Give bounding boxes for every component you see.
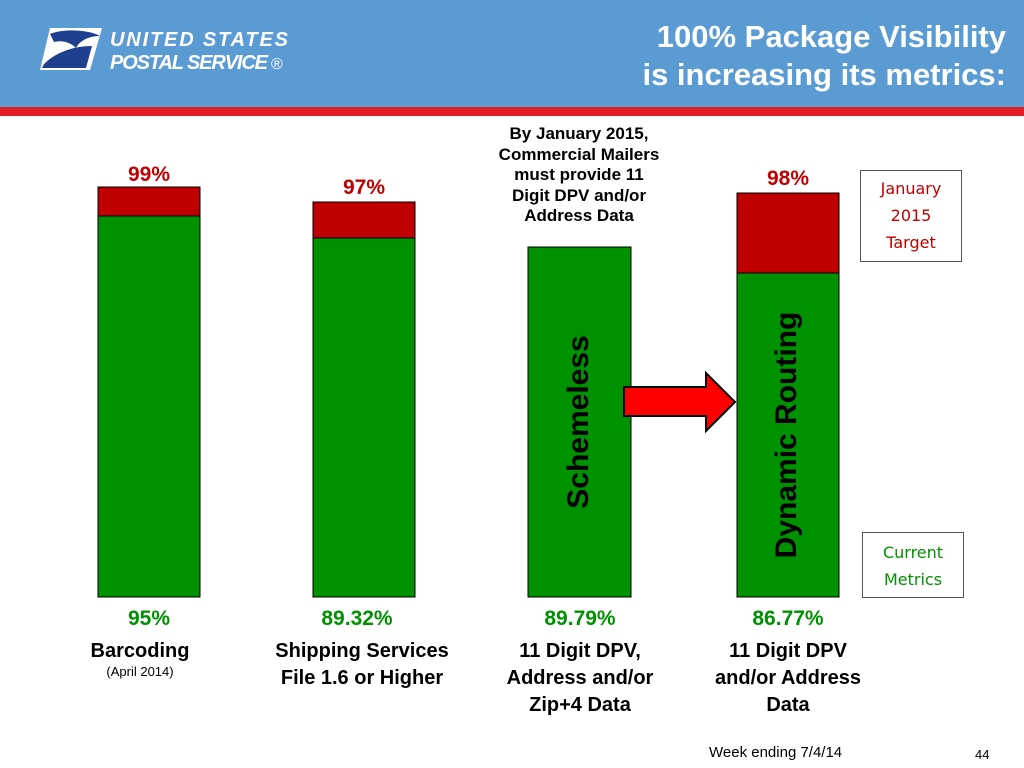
slide-title: 100% Package Visibility is increasing it… bbox=[406, 18, 1006, 94]
target-bar-0 bbox=[97, 186, 201, 217]
note-line-3: must provide 11 bbox=[514, 165, 644, 184]
title-line-1: 100% Package Visibility bbox=[656, 19, 1006, 54]
usps-logo: UNITED STATES POSTAL SERVICE ® bbox=[40, 28, 289, 74]
category-3-line2: and/or Address bbox=[715, 667, 861, 689]
logo-registered-mark: ® bbox=[271, 56, 283, 73]
category-3-line1: 11 Digit DPV bbox=[729, 640, 847, 662]
note-line-2: Commercial Mailers bbox=[498, 144, 660, 164]
current-label-1: 89.32% bbox=[321, 607, 393, 630]
page-number: 44 bbox=[975, 747, 990, 762]
target-label-0: 99% bbox=[127, 163, 171, 186]
category-0-sub: (April 2014) bbox=[106, 664, 174, 679]
footer-week-ending: Week ending 7/4/14 bbox=[709, 744, 843, 761]
legend-current-line2: Metrics bbox=[883, 570, 943, 589]
category-1-line2: File 1.6 or Higher bbox=[280, 667, 444, 689]
category-label-0: Barcoding (April 2014) bbox=[60, 638, 220, 679]
target-label-1: 97% bbox=[342, 176, 386, 199]
header-banner bbox=[0, 0, 1024, 107]
category-1-line1: Shipping Services bbox=[275, 640, 449, 662]
logo-text-line2: POSTAL SERVICE bbox=[110, 52, 269, 74]
note-line-4: Digit DPV and/or bbox=[511, 185, 647, 205]
legend-target-line2: 2015 bbox=[890, 206, 932, 225]
target-bar-1 bbox=[312, 201, 416, 239]
current-label-0: 95% bbox=[127, 607, 171, 630]
dynamic-routing-label: Dynamic Routing bbox=[770, 311, 803, 559]
category-label-1: Shipping Services File 1.6 or Higher bbox=[252, 638, 472, 692]
note-line-5: Address Data bbox=[524, 206, 634, 225]
legend-current-box: Current Metrics bbox=[862, 532, 964, 598]
category-label-3: 11 Digit DPV and/or Address Data bbox=[688, 638, 888, 719]
arrow-right-icon bbox=[623, 370, 737, 434]
current-bar-3 bbox=[736, 272, 840, 598]
legend-target-box: January 2015 Target bbox=[860, 170, 962, 262]
legend-target-line1: January bbox=[880, 179, 942, 198]
current-bar-1 bbox=[312, 237, 416, 598]
eagle-icon bbox=[40, 28, 102, 70]
schemeless-label: Schemeless bbox=[562, 335, 595, 509]
header-rule bbox=[0, 107, 1024, 116]
category-2-line3: Zip+4 Data bbox=[529, 694, 631, 716]
legend-current-line1: Current bbox=[882, 543, 944, 562]
note-line-1: By January 2015, bbox=[509, 124, 649, 143]
current-label-2: 89.79% bbox=[544, 607, 616, 630]
current-bar-2 bbox=[527, 246, 632, 598]
category-3-line3: Data bbox=[766, 694, 810, 716]
category-2-line2: Address and/or bbox=[506, 667, 654, 689]
category-0-line1: Barcoding bbox=[90, 640, 190, 662]
title-line-2: is increasing its metrics: bbox=[642, 57, 1006, 92]
target-bar-3 bbox=[736, 192, 840, 274]
target-label-3: 98% bbox=[766, 167, 810, 190]
current-label-3: 86.77% bbox=[752, 607, 824, 630]
category-2-line1: 11 Digit DPV, bbox=[519, 640, 641, 662]
category-label-2: 11 Digit DPV, Address and/or Zip+4 Data bbox=[480, 638, 680, 719]
requirement-note: By January 2015, Commercial Mailers must… bbox=[478, 124, 680, 227]
legend-target-line3: Target bbox=[886, 233, 936, 252]
current-bar-0 bbox=[97, 215, 201, 598]
